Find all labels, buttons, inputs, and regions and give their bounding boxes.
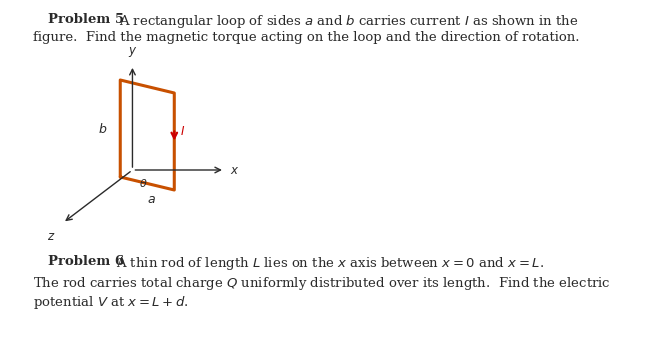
Text: $\theta$: $\theta$ (138, 177, 147, 189)
Text: potential $V$ at $x = L + d$.: potential $V$ at $x = L + d$. (33, 294, 189, 311)
Text: $b$: $b$ (98, 121, 108, 136)
Text: figure.  Find the magnetic torque acting on the loop and the direction of rotati: figure. Find the magnetic torque acting … (33, 31, 580, 44)
Text: The rod carries total charge $Q$ uniformly distributed over its length.  Find th: The rod carries total charge $Q$ uniform… (33, 275, 611, 292)
Text: $I$: $I$ (180, 125, 185, 138)
Text: Problem 6: Problem 6 (48, 255, 124, 268)
Text: $y$: $y$ (128, 45, 137, 59)
Text: $z$: $z$ (47, 230, 56, 243)
Text: A rectangular loop of sides $a$ and $b$ carries current $I$ as shown in the: A rectangular loop of sides $a$ and $b$ … (115, 13, 579, 30)
Text: $x$: $x$ (230, 164, 239, 177)
Text: A thin rod of length $L$ lies on the $x$ axis between $x = 0$ and $x = L$.: A thin rod of length $L$ lies on the $x$… (112, 255, 544, 272)
Text: Problem 5: Problem 5 (48, 13, 124, 26)
Text: $a$: $a$ (147, 193, 156, 206)
